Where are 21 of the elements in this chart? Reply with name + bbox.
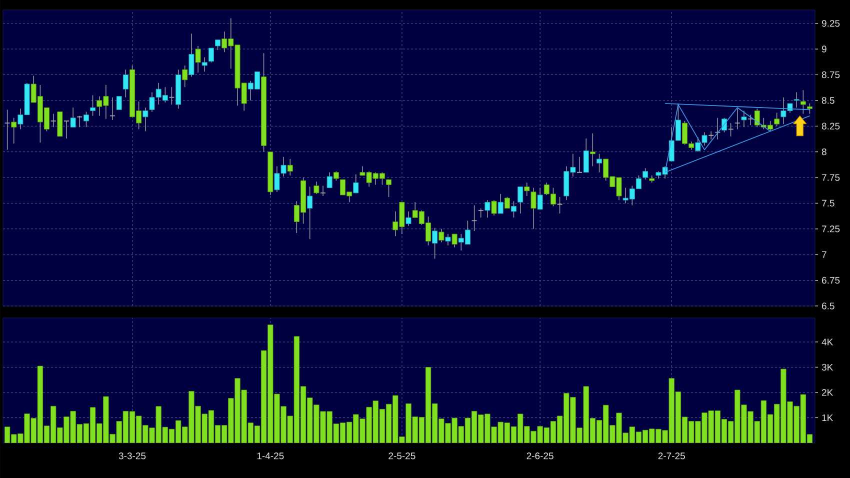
y-tick-label: 4K	[822, 338, 834, 346]
x-tick-label: 2-5-25	[388, 452, 416, 460]
y-tick-label: 8.25	[822, 122, 840, 130]
x-tick-label: 2-7-25	[658, 452, 685, 460]
x-tick-label: 2-6-25	[526, 452, 554, 460]
y-tick-label: 9.25	[822, 20, 840, 27]
y-tick-label: 7.5	[822, 200, 834, 207]
y-tick-label: 1K	[822, 414, 834, 421]
y-tick-label: 9	[822, 46, 826, 52]
y-tick-label: 8.75	[822, 71, 840, 78]
y-tick-label: 6.5	[822, 302, 834, 310]
y-tick-label: 8	[822, 148, 826, 156]
y-tick-label: 3K	[822, 364, 834, 371]
y-tick-label: 8.5	[822, 97, 834, 104]
y-tick-label: 7.75	[822, 174, 840, 181]
x-tick-label: 3-3-25	[118, 452, 146, 460]
y-tick-label: 7	[822, 251, 826, 258]
y-tick-label: 6.75	[822, 276, 840, 284]
x-tick-label: 1-4-25	[257, 452, 284, 460]
y-tick-label: 2K	[822, 389, 834, 396]
y-tick-label: 7.25	[822, 226, 840, 232]
